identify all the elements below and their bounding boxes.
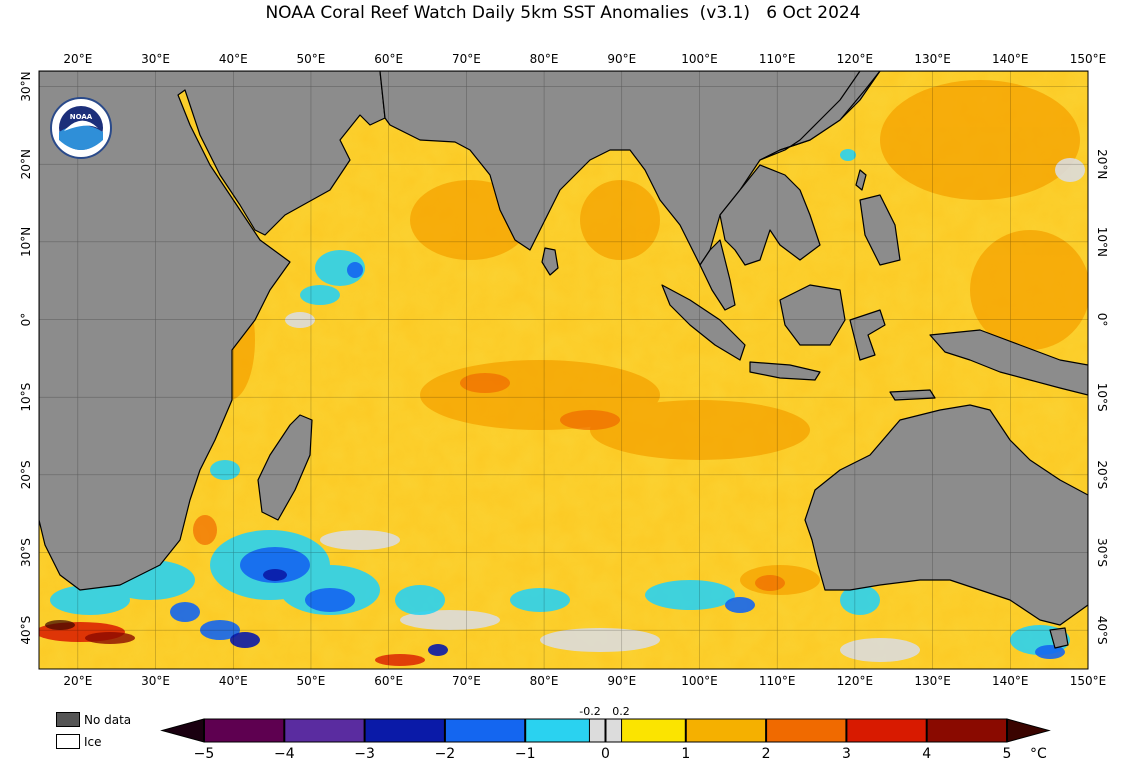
lon-label-top: 130°E xyxy=(914,52,951,66)
lon-label-top: 90°E xyxy=(607,52,636,66)
lon-label-bottom: 80°E xyxy=(530,674,559,688)
lon-label-bottom: 130°E xyxy=(914,674,951,688)
lon-label-top: 120°E xyxy=(837,52,874,66)
colorbar-band xyxy=(846,719,927,742)
colorbar-small-tick-pos: 0.2 xyxy=(612,705,630,718)
lon-label-bottom: 90°E xyxy=(607,674,636,688)
map-frame xyxy=(38,70,1089,670)
colorbar-tick-label: 2 xyxy=(762,746,771,762)
colorbar-tick-label: 4 xyxy=(922,746,931,762)
lat-label-right: 10°S xyxy=(1095,383,1109,412)
very-cold-anomaly-areas xyxy=(230,569,448,656)
colorbar-tick-label: −5 xyxy=(194,746,215,762)
ice-swatch xyxy=(56,734,80,749)
latitude-labels-left: 30°N 20°N 10°N 0° 10°S 20°S 30°S 40°S xyxy=(19,71,33,644)
lon-label-top: 140°E xyxy=(992,52,1029,66)
colorbar-tick-label: 0 xyxy=(601,746,610,762)
lat-label-left: 30°S xyxy=(19,538,33,567)
lon-label-bottom: 110°E xyxy=(759,674,796,688)
lon-label-bottom: 20°E xyxy=(63,674,92,688)
longitude-labels-top: 20°E 30°E 40°E 50°E 60°E 70°E 80°E 90°E 100°E 110… xyxy=(63,52,1106,66)
colorbar-small-tick-neg: -0.2 xyxy=(579,705,600,718)
lat-label-right: 20°S xyxy=(1095,460,1109,489)
lon-label-top: 80°E xyxy=(530,52,559,66)
neutral-anomaly-areas xyxy=(285,158,1085,662)
colorbar-band xyxy=(444,719,526,742)
lon-label-bottom: 100°E xyxy=(681,674,718,688)
lat-label-left: 10°N xyxy=(19,227,33,257)
colorbar-band xyxy=(284,719,365,742)
graticule xyxy=(39,71,1088,669)
lon-label-top: 150°E xyxy=(1070,52,1107,66)
ice-label: Ice xyxy=(84,735,102,749)
lat-label-left: 40°S xyxy=(19,616,33,645)
colorbar-band xyxy=(926,719,1007,742)
lat-label-right: 30°S xyxy=(1095,538,1109,567)
colorbar-band xyxy=(204,719,285,742)
noaa-logo: NOAA xyxy=(50,97,112,159)
lat-label-right: 0° xyxy=(1095,313,1109,327)
lon-label-top: 70°E xyxy=(452,52,481,66)
latitude-labels-right: 20°N 10°N 0° 10°S 20°S 30°S 40°S xyxy=(1095,149,1109,645)
map-title: NOAA Coral Reef Watch Daily 5km SST Anom… xyxy=(265,3,861,23)
lon-label-top: 30°E xyxy=(141,52,170,66)
colorbar-band xyxy=(364,719,445,742)
lon-label-bottom: 150°E xyxy=(1070,674,1107,688)
colorbar-band xyxy=(621,719,686,742)
noaa-logo-text: NOAA xyxy=(70,113,93,121)
land xyxy=(39,71,1088,649)
no-data-label: No data xyxy=(84,713,132,727)
lon-label-bottom: 140°E xyxy=(992,674,1029,688)
colorbar-tick-label: −4 xyxy=(274,746,295,762)
colorbar-tick-label: 1 xyxy=(681,746,690,762)
cold-anomaly-areas xyxy=(170,262,1065,659)
lon-label-top: 50°E xyxy=(297,52,326,66)
colorbar-max-extend xyxy=(1006,718,1051,743)
lat-label-left: 30°N xyxy=(19,71,33,101)
no-data-swatch xyxy=(56,712,80,727)
colorbar: −5 −4 −3 −2 −1 0 1 2 3 4 5 xyxy=(160,718,1051,762)
colorbar-tick-label: −3 xyxy=(354,746,375,762)
lat-label-left: 20°N xyxy=(19,149,33,179)
longitude-labels-bottom: 20°E 30°E 40°E 50°E 60°E 70°E 80°E 90°E 100°E 110… xyxy=(63,674,1106,688)
lat-label-right: 40°S xyxy=(1095,616,1109,645)
colorbar-band xyxy=(766,719,847,742)
lat-label-left: 10°S xyxy=(19,383,33,412)
lon-label-top: 20°E xyxy=(63,52,92,66)
lat-label-right: 10°N xyxy=(1095,227,1109,257)
lon-label-top: 40°E xyxy=(219,52,248,66)
lon-label-bottom: 120°E xyxy=(837,674,874,688)
lat-label-right: 20°N xyxy=(1095,149,1109,179)
lon-label-top: 60°E xyxy=(374,52,403,66)
lon-label-bottom: 50°E xyxy=(297,674,326,688)
colorbar-tick-label: 3 xyxy=(842,746,851,762)
lon-label-top: 110°E xyxy=(759,52,796,66)
lat-label-left: 0° xyxy=(19,313,33,327)
extreme-warm-areas xyxy=(39,620,425,666)
colorbar-band xyxy=(685,719,767,742)
colorbar-band xyxy=(525,719,590,742)
colorbar-tick-label: 5 xyxy=(1003,746,1012,762)
lat-label-left: 20°S xyxy=(19,460,33,489)
colorbar-tick-label: −1 xyxy=(515,746,536,762)
colorbar-unit: °C xyxy=(1030,746,1047,762)
colorbar-min-extend xyxy=(160,718,205,743)
lon-label-bottom: 70°E xyxy=(452,674,481,688)
lon-label-top: 100°E xyxy=(681,52,718,66)
lon-label-bottom: 30°E xyxy=(141,674,170,688)
lon-label-bottom: 60°E xyxy=(374,674,403,688)
colorbar-tick-label: −2 xyxy=(435,746,456,762)
lon-label-bottom: 40°E xyxy=(219,674,248,688)
